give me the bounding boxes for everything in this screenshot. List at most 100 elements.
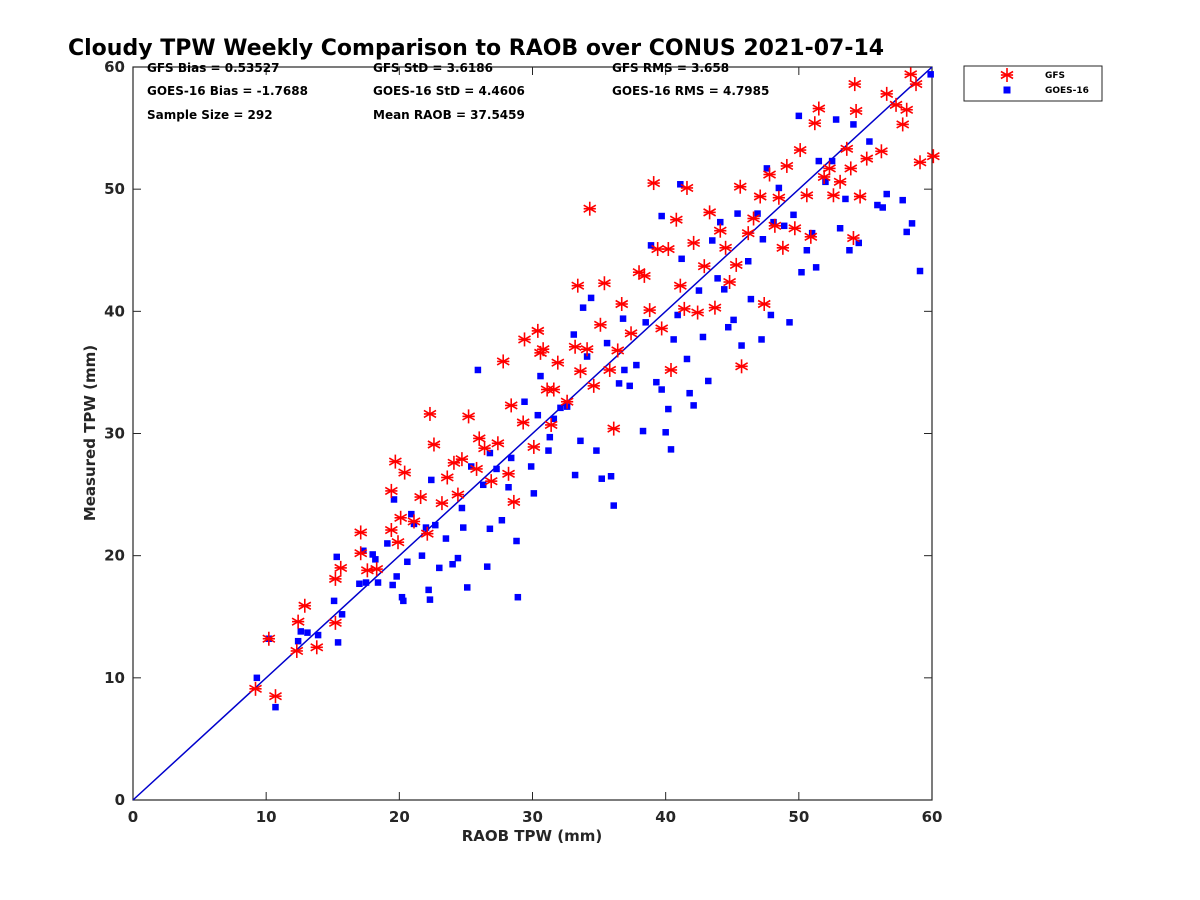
goes-point xyxy=(615,380,623,387)
gfs-point xyxy=(328,615,342,630)
goes-point xyxy=(798,268,805,276)
goes-point xyxy=(738,342,745,349)
gfs-point xyxy=(849,103,863,118)
gfs-point xyxy=(354,525,368,540)
goes-point xyxy=(855,239,863,247)
gfs-point xyxy=(334,560,348,575)
gfs-point xyxy=(573,364,587,379)
stat-mean-raob: Mean RAOB = 37.5459 xyxy=(373,108,525,122)
goes-point xyxy=(486,449,494,457)
gfs-point xyxy=(763,167,776,182)
goes-point xyxy=(759,236,767,243)
goes-point xyxy=(721,286,728,293)
x-tick-label: 30 xyxy=(522,808,543,826)
goes-point xyxy=(717,218,724,226)
gfs-point xyxy=(597,276,611,291)
gfs-point xyxy=(472,431,486,446)
legend-goes-square-icon xyxy=(1003,86,1011,94)
gfs-point xyxy=(384,483,398,498)
goes-point xyxy=(587,294,595,302)
y-tick-label: 20 xyxy=(104,547,125,565)
y-tick-label: 50 xyxy=(104,180,125,198)
gfs-point xyxy=(772,190,786,205)
goes-point xyxy=(507,454,515,462)
data-points xyxy=(249,67,940,711)
goes-point xyxy=(603,339,611,347)
goes-point xyxy=(621,366,628,374)
gfs-point xyxy=(844,161,858,176)
gfs-point xyxy=(560,394,574,409)
gfs-point xyxy=(708,300,722,315)
gfs-point xyxy=(291,614,305,629)
gfs-point xyxy=(661,242,675,257)
goes-point xyxy=(626,382,633,390)
goes-point xyxy=(678,255,685,263)
goes-point xyxy=(486,525,494,533)
goes-point xyxy=(422,524,430,531)
gfs-point xyxy=(544,417,558,432)
gfs-point xyxy=(624,326,638,341)
legend-gfs-asterisk-mark xyxy=(1000,68,1014,82)
goes-point xyxy=(304,629,311,636)
gfs-point xyxy=(427,437,441,452)
goes-point xyxy=(790,211,797,219)
gfs-point xyxy=(729,257,743,272)
gfs-point xyxy=(298,598,312,613)
goes-point xyxy=(734,210,741,217)
gfs-point xyxy=(496,354,510,369)
goes-point xyxy=(667,446,675,453)
gfs-point xyxy=(249,681,262,696)
gfs-point xyxy=(527,439,541,454)
legend-label-gfs: GFS xyxy=(1045,71,1065,81)
goes-point xyxy=(714,275,721,282)
gfs-point xyxy=(593,317,607,332)
goes-point xyxy=(822,178,829,186)
goes-point xyxy=(593,447,600,454)
gfs-point xyxy=(603,362,617,377)
goes-point xyxy=(530,490,538,497)
goes-point xyxy=(633,361,640,369)
gfs-point xyxy=(647,176,661,191)
gfs-point xyxy=(846,231,860,246)
goes-point xyxy=(408,510,415,518)
gfs-point xyxy=(455,452,469,467)
goes-point xyxy=(705,377,712,385)
goes-point xyxy=(334,639,342,646)
goes-point xyxy=(338,611,346,618)
goes-point xyxy=(658,386,665,393)
gfs-point xyxy=(516,415,530,430)
goes-point xyxy=(400,597,407,605)
gfs-point xyxy=(394,510,408,525)
gfs-point xyxy=(904,67,918,82)
goes-point xyxy=(670,336,677,343)
goes-point xyxy=(428,476,435,484)
goes-point xyxy=(883,190,890,198)
x-ticks: 0 10 20 30 40 50 60 xyxy=(128,67,942,826)
legend-box xyxy=(963,65,1103,102)
gfs-point xyxy=(354,546,368,561)
gfs-point xyxy=(398,465,412,480)
goes-point xyxy=(570,331,578,338)
goes-point xyxy=(297,628,305,635)
goes-point xyxy=(927,71,934,78)
goes-point xyxy=(598,475,605,482)
goes-point xyxy=(390,496,398,503)
gfs-point xyxy=(860,151,874,166)
gfs-point xyxy=(536,342,550,357)
x-tick-label: 40 xyxy=(655,808,676,826)
stat-goes-std: GOES-16 StD = 4.4606 xyxy=(373,84,525,98)
goes-point xyxy=(505,484,512,491)
goes-point xyxy=(815,157,823,165)
goes-point xyxy=(610,502,617,509)
gfs-point xyxy=(531,323,545,338)
gfs-point xyxy=(687,235,701,250)
y-axis-label: Measured TPW (mm) xyxy=(81,345,99,521)
goes-point xyxy=(866,138,873,145)
gfs-point xyxy=(478,441,492,456)
gfs-point xyxy=(462,409,476,424)
gfs-point xyxy=(826,188,840,203)
gfs-point xyxy=(768,218,782,233)
goes-point xyxy=(521,398,528,405)
gfs-point xyxy=(568,339,582,354)
goes-point xyxy=(458,504,466,512)
